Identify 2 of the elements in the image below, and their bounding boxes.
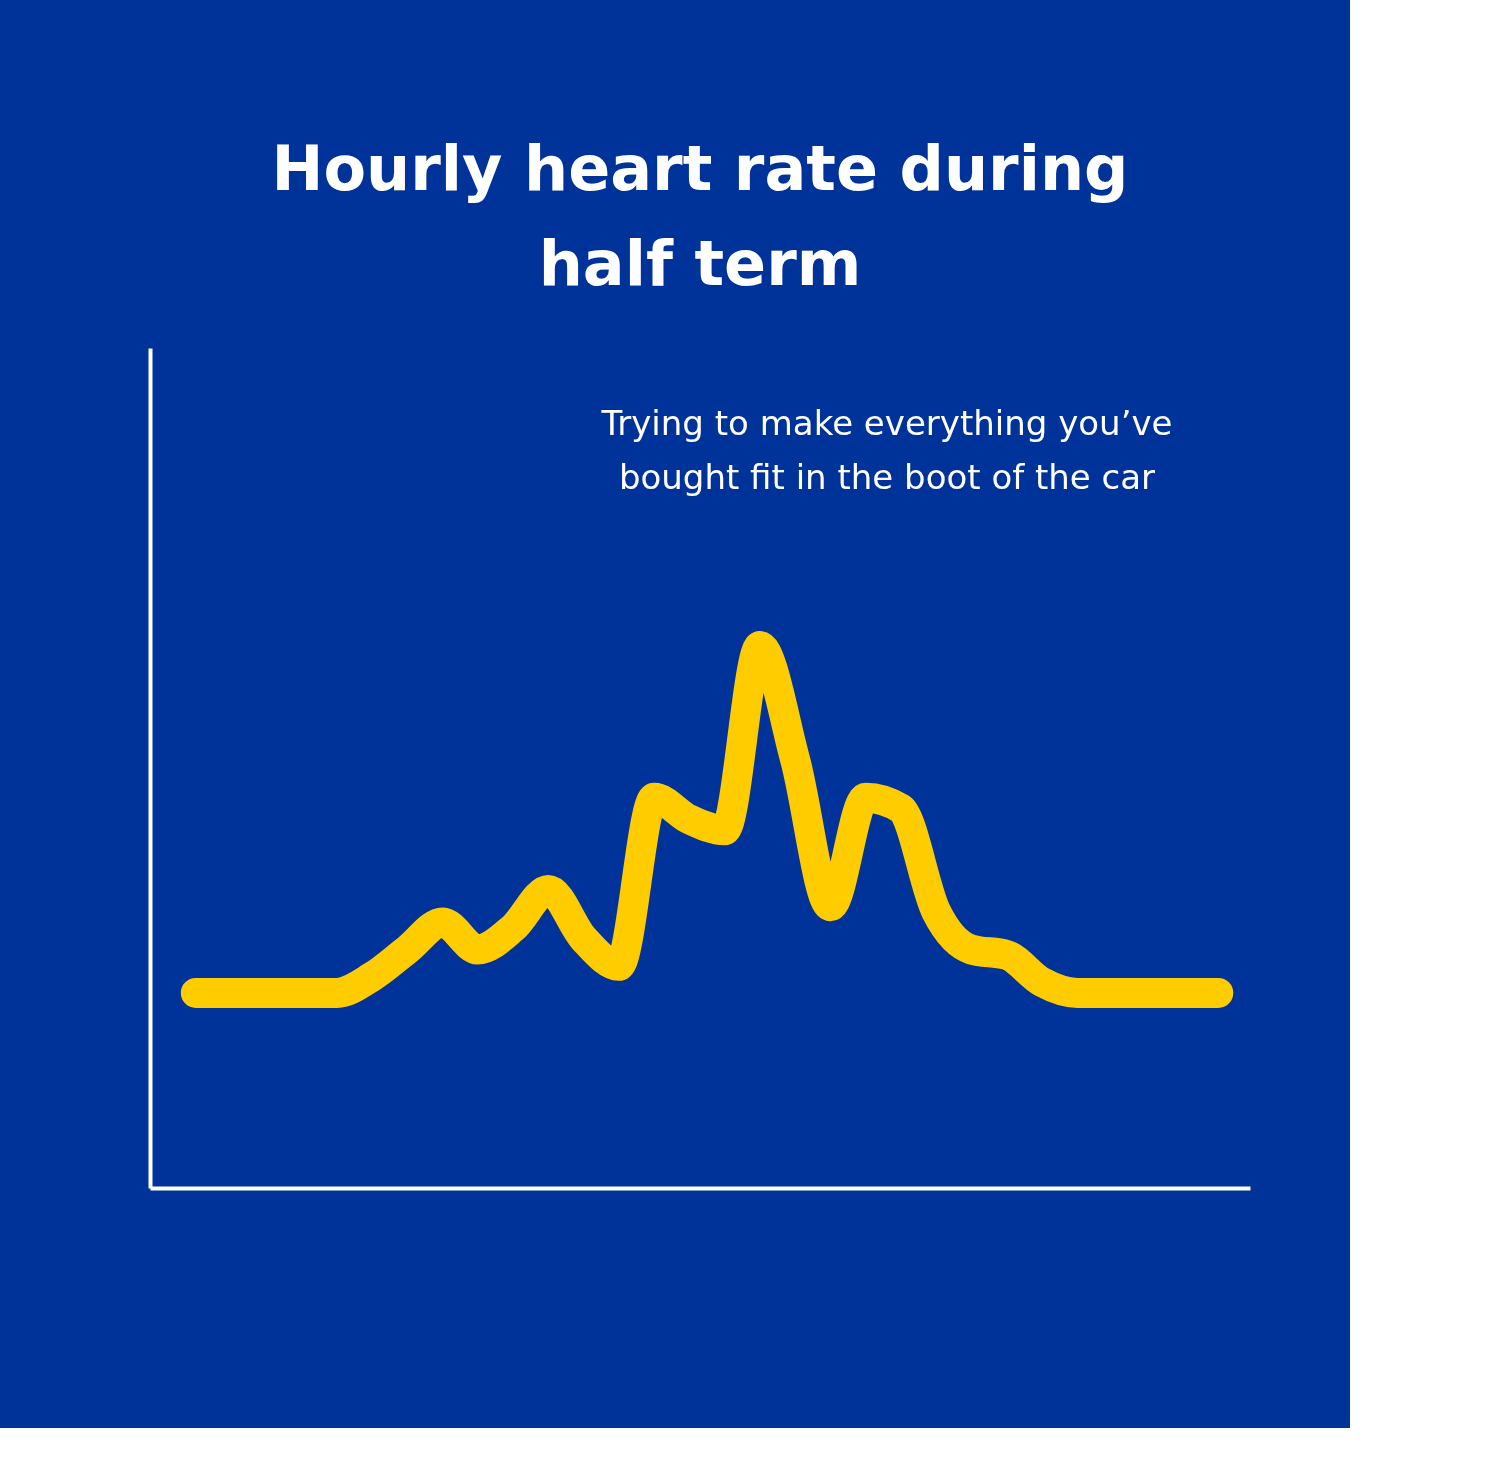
text: Trying to make everything you’ve bought fit in the boot of the car — [600, 403, 1173, 497]
chart-title: Hourly heart rate during half term — [271, 132, 1129, 300]
